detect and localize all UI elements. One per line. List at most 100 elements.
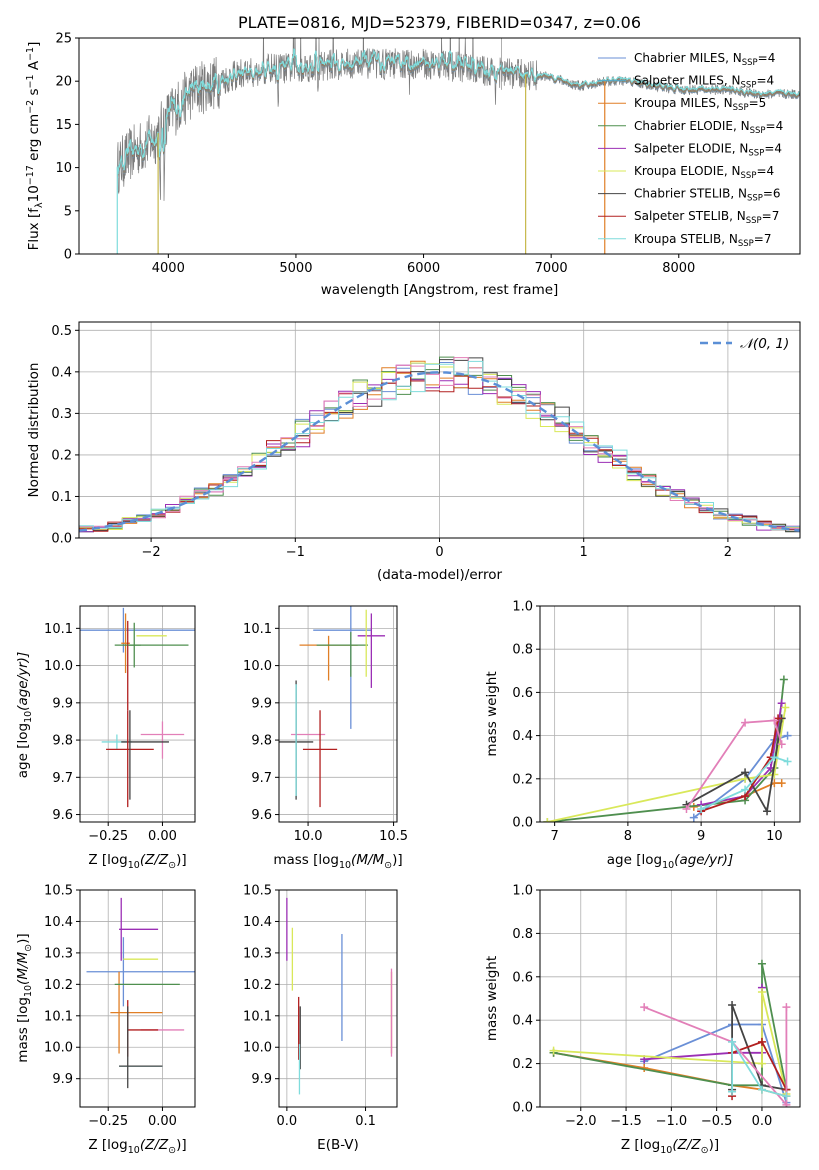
weight-point-marker bbox=[741, 785, 750, 794]
x-axis-label-part: (Z/Z bbox=[672, 1137, 701, 1153]
y-axis-label-part: A bbox=[26, 60, 42, 74]
y-axis-label-part: ⊙ bbox=[23, 944, 34, 952]
x-tick-label: −2 bbox=[142, 545, 161, 560]
x-tick-label: 9 bbox=[697, 829, 705, 844]
y-tick-label: 0.8 bbox=[512, 643, 533, 658]
weight-point-marker bbox=[689, 813, 698, 822]
x-tick-label: 10 bbox=[766, 829, 783, 844]
x-axis-label-part: (Z/Z bbox=[140, 1137, 169, 1153]
x-axis-label: mass [log10(M/M⊙)] bbox=[273, 852, 402, 871]
y-axis-label-part: 10 bbox=[23, 985, 34, 997]
x-tick-label: −1.5 bbox=[610, 1114, 642, 1129]
x-tick-label: −1 bbox=[286, 545, 305, 560]
y-axis-label-part: −1 bbox=[25, 74, 36, 88]
y-axis-label-part: )] bbox=[15, 933, 31, 944]
y-axis-label-part: −17 bbox=[25, 165, 36, 185]
legend-subscript: SSP bbox=[748, 148, 764, 158]
weight-series-line bbox=[553, 963, 788, 1090]
x-axis-label-part: Z [log bbox=[621, 1137, 660, 1153]
legend-subscript: SSP bbox=[742, 58, 758, 68]
x-axis-label-part: ⊙ bbox=[168, 860, 176, 871]
residuals-grid bbox=[79, 322, 800, 539]
y-tick-label: 0.2 bbox=[512, 1057, 533, 1072]
legend-text: Salpeter MILES, N bbox=[634, 74, 741, 88]
weight-series-line bbox=[553, 991, 788, 1095]
x-tick-label: 0.00 bbox=[148, 829, 177, 844]
x-tick-label: 2 bbox=[724, 545, 732, 560]
spectrum-frame bbox=[78, 37, 801, 255]
age_vs_Z-frame bbox=[79, 605, 196, 823]
legend-entry-label: Salpeter MILES, NSSP=4 bbox=[634, 74, 774, 91]
x-tick-label: 6000 bbox=[407, 261, 440, 276]
x-tick-label: 7 bbox=[551, 829, 559, 844]
x-tick-label: 0.0 bbox=[277, 1114, 298, 1129]
weight-point-marker bbox=[682, 805, 691, 814]
weight-point-marker bbox=[782, 1092, 791, 1101]
legend-text: Kroupa ELODIE, N bbox=[634, 164, 741, 178]
y-axis-label: mass weight bbox=[484, 671, 500, 756]
weight-series-line bbox=[685, 719, 783, 810]
x-axis-label: Z [log10(Z/Z⊙)] bbox=[88, 852, 186, 871]
y-tick-label: 0 bbox=[64, 248, 72, 263]
residuals-plot-area bbox=[79, 356, 800, 533]
mw_vs_age-panel: 7 8 9 10 0.0 0.2 0.4 0.6 0.8 1.0 mass weight age [l… bbox=[484, 600, 801, 871]
age_vs_mass-frame bbox=[278, 605, 398, 823]
legend-entry-label: Salpeter ELODIE, NSSP=4 bbox=[634, 141, 782, 158]
weight-point-marker bbox=[543, 818, 552, 822]
y-tick-label: 0.4 bbox=[512, 1014, 533, 1029]
x-axis-label-part: )] bbox=[392, 852, 403, 868]
y-axis-label-part: erg cm bbox=[26, 114, 42, 165]
weight-point-marker bbox=[640, 1003, 649, 1012]
legend-entry-label: 𝒩(0, 1) bbox=[740, 336, 789, 352]
legend-subscript: SSP bbox=[750, 126, 766, 136]
y-axis-label-part: s bbox=[26, 88, 42, 99]
mass_vs_Z-grid bbox=[80, 889, 195, 1107]
mw_vs_Z-frame bbox=[539, 889, 801, 1108]
y-axis-label-part: age [log bbox=[15, 723, 31, 778]
legend-entry-label: Kroupa ELODIE, NSSP=4 bbox=[634, 164, 774, 181]
x-tick-label: −1.0 bbox=[656, 1114, 688, 1129]
y-axis-label: age [log10(age/yr)] bbox=[15, 652, 34, 778]
legend-entry-label: Kroupa MILES, NSSP=5 bbox=[634, 96, 766, 113]
x-axis-label-part: age [log bbox=[607, 852, 662, 868]
legend-text: =4 bbox=[756, 164, 774, 178]
y-axis-label-part: Flux [f bbox=[26, 207, 42, 251]
legend-text: Kroupa STELIB, N bbox=[634, 232, 738, 246]
y-axis-label: mass weight bbox=[484, 956, 500, 1041]
y-axis-label-part: ] bbox=[26, 42, 42, 47]
y-axis-label-part: λ bbox=[34, 202, 45, 208]
y-axis-label: Flux [fλ10−17 erg cm−2 s−1 A−1] bbox=[25, 42, 45, 251]
legend-text: Chabrier ELODIE, N bbox=[634, 119, 750, 133]
legend-text: Salpeter STELIB, N bbox=[634, 209, 746, 223]
weight-point-marker bbox=[770, 770, 779, 779]
x-axis-label: E(B-V) bbox=[317, 1137, 359, 1153]
y-axis-label-part: −1 bbox=[25, 47, 36, 61]
legend-text: =5 bbox=[749, 96, 767, 110]
y-tick-label: 0.1 bbox=[51, 490, 72, 505]
legend-text: =7 bbox=[762, 209, 780, 223]
y-tick-label: 0.0 bbox=[51, 532, 72, 547]
y-tick-label: 10.4 bbox=[44, 915, 73, 930]
mw_vs_age-grid bbox=[540, 605, 800, 823]
y-tick-label: 10.3 bbox=[243, 946, 272, 961]
x-tick-label: 5000 bbox=[279, 261, 312, 276]
y-tick-label: 9.9 bbox=[251, 696, 272, 711]
weight-point-marker bbox=[728, 1037, 737, 1046]
x-axis-label-part: )] bbox=[176, 852, 187, 868]
legend-entry-label: Chabrier ELODIE, NSSP=4 bbox=[634, 119, 783, 136]
x-tick-label: 10.0 bbox=[294, 829, 323, 844]
y-tick-label: 9.9 bbox=[251, 1072, 272, 1087]
legend-subscript: SSP bbox=[733, 103, 749, 113]
y-tick-label: 10.4 bbox=[243, 915, 272, 930]
age_vs_Z-plot-area bbox=[80, 607, 195, 808]
mw_vs_age-plot-area bbox=[543, 675, 792, 822]
y-axis-label-part: 10 bbox=[23, 711, 34, 723]
x-axis-label-part: ⊙ bbox=[168, 1145, 176, 1156]
weight-point-marker bbox=[777, 779, 786, 788]
legend-entry-label: Chabrier MILES, NSSP=4 bbox=[634, 51, 775, 68]
x-axis-label-part: )] bbox=[709, 1137, 720, 1153]
y-tick-label: 9.9 bbox=[52, 696, 73, 711]
y-tick-label: 0.2 bbox=[51, 448, 72, 463]
x-axis-label-part: 10 bbox=[128, 1145, 140, 1156]
